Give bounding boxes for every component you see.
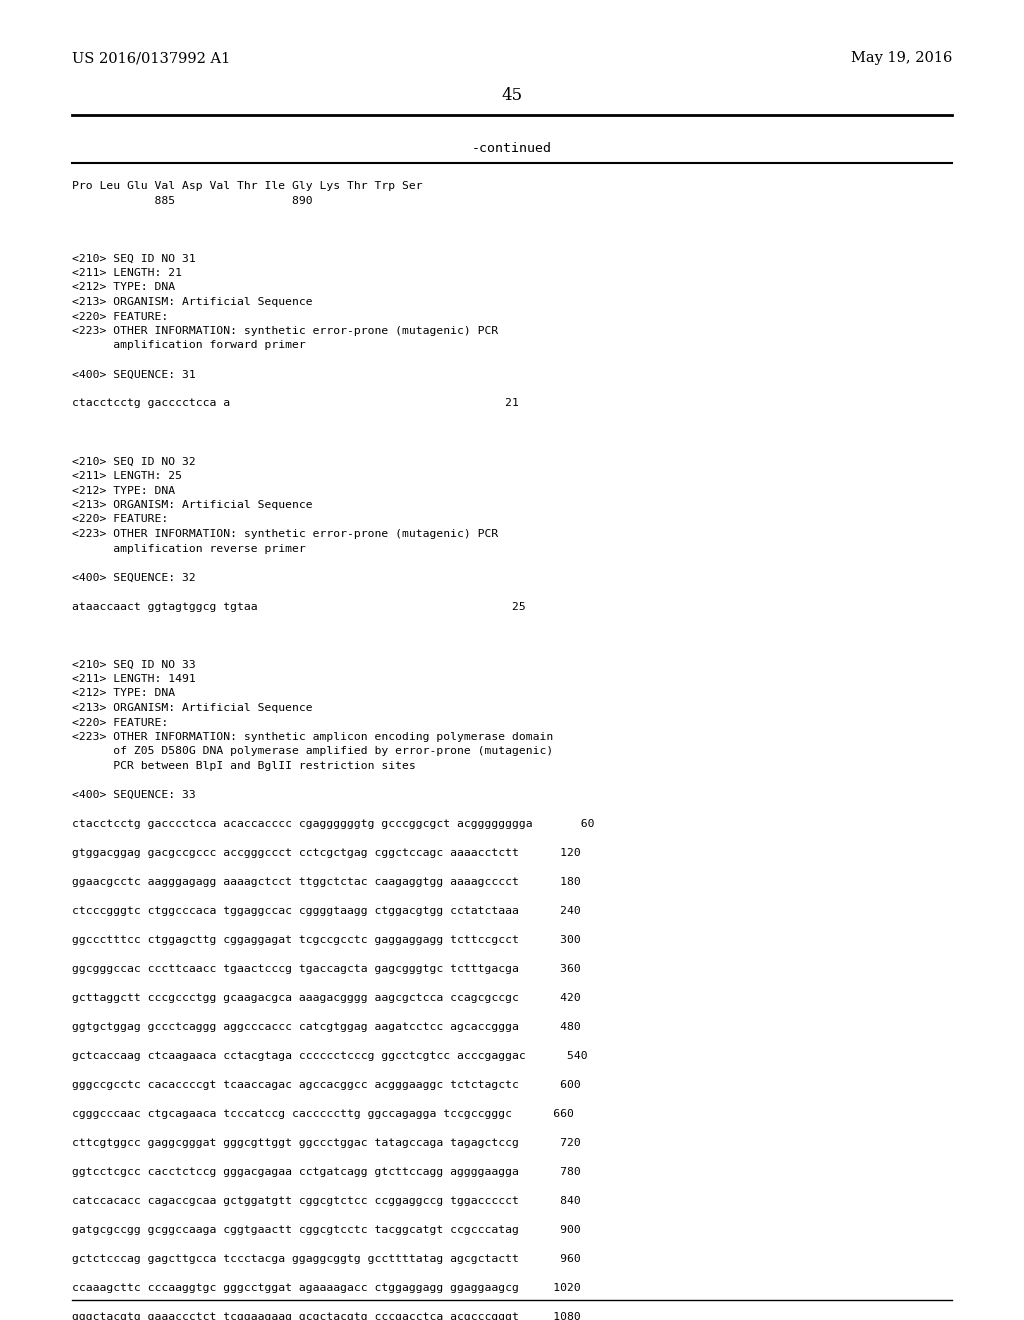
Text: <400> SEQUENCE: 33: <400> SEQUENCE: 33 (72, 789, 196, 800)
Text: <210> SEQ ID NO 32: <210> SEQ ID NO 32 (72, 457, 196, 466)
Text: 885                 890: 885 890 (72, 195, 312, 206)
Text: <213> ORGANISM: Artificial Sequence: <213> ORGANISM: Artificial Sequence (72, 500, 312, 510)
Text: <400> SEQUENCE: 31: <400> SEQUENCE: 31 (72, 370, 196, 380)
Text: <213> ORGANISM: Artificial Sequence: <213> ORGANISM: Artificial Sequence (72, 297, 312, 308)
Text: <220> FEATURE:: <220> FEATURE: (72, 718, 168, 727)
Text: -continued: -continued (472, 141, 552, 154)
Text: cgggcccaac ctgcagaaca tcccatccg cacccccttg ggccagagga tccgccgggc      660: cgggcccaac ctgcagaaca tcccatccg caccccct… (72, 1109, 573, 1119)
Text: cttcgtggcc gaggcgggat gggcgttggt ggccctggac tatagccaga tagagctccg      720: cttcgtggcc gaggcgggat gggcgttggt ggccctg… (72, 1138, 581, 1148)
Text: 45: 45 (502, 87, 522, 103)
Text: gcttaggctt cccgccctgg gcaagacgca aaagacgggg aagcgctcca ccagcgccgc      420: gcttaggctt cccgccctgg gcaagacgca aaagacg… (72, 993, 581, 1003)
Text: <220> FEATURE:: <220> FEATURE: (72, 312, 168, 322)
Text: ccaaagcttc cccaaggtgc gggcctggat agaaaagacc ctggaggagg ggaggaagcg     1020: ccaaagcttc cccaaggtgc gggcctggat agaaaag… (72, 1283, 581, 1294)
Text: <210> SEQ ID NO 31: <210> SEQ ID NO 31 (72, 253, 196, 264)
Text: gctcaccaag ctcaagaaca cctacgtaga cccccctcccg ggcctcgtcc acccgaggac      540: gctcaccaag ctcaagaaca cctacgtaga cccccct… (72, 1051, 588, 1061)
Text: gctctcccag gagcttgcca tccctacga ggaggcggtg gccttttatag agcgctactt      960: gctctcccag gagcttgcca tccctacga ggaggcgg… (72, 1254, 581, 1265)
Text: <223> OTHER INFORMATION: synthetic error-prone (mutagenic) PCR: <223> OTHER INFORMATION: synthetic error… (72, 529, 499, 539)
Text: ggcgggccac cccttcaacc tgaactcccg tgaccagcta gagcgggtgc tctttgacga      360: ggcgggccac cccttcaacc tgaactcccg tgaccag… (72, 964, 581, 974)
Text: US 2016/0137992 A1: US 2016/0137992 A1 (72, 51, 230, 65)
Text: <210> SEQ ID NO 33: <210> SEQ ID NO 33 (72, 660, 196, 669)
Text: ctacctcctg gacccctcca acaccacccc cgaggggggtg gcccggcgct acgggggggga       60: ctacctcctg gacccctcca acaccacccc cgagggg… (72, 818, 595, 829)
Text: ctcccgggtc ctggcccaca tggaggccac cggggtaagg ctggacgtgg cctatctaaa      240: ctcccgggtc ctggcccaca tggaggccac cggggta… (72, 906, 581, 916)
Text: gtggacggag gacgccgccc accgggccct cctcgctgag cggctccagc aaaacctctt      120: gtggacggag gacgccgccc accgggccct cctcgct… (72, 847, 581, 858)
Text: amplification reverse primer: amplification reverse primer (72, 544, 306, 553)
Text: <211> LENGTH: 1491: <211> LENGTH: 1491 (72, 675, 196, 684)
Text: ctacctcctg gacccctcca a                                        21: ctacctcctg gacccctcca a 21 (72, 399, 519, 408)
Text: ggccctttcc ctggagcttg cggaggagat tcgccgcctc gaggaggagg tcttccgcct      300: ggccctttcc ctggagcttg cggaggagat tcgccgc… (72, 935, 581, 945)
Text: of Z05 D580G DNA polymerase amplified by error-prone (mutagenic): of Z05 D580G DNA polymerase amplified by… (72, 747, 553, 756)
Text: amplification forward primer: amplification forward primer (72, 341, 306, 351)
Text: ggtcctcgcc cacctctccg gggacgagaa cctgatcagg gtcttccagg aggggaagga      780: ggtcctcgcc cacctctccg gggacgagaa cctgatc… (72, 1167, 581, 1177)
Text: ggaacgcctc aagggagagg aaaagctcct ttggctctac caagaggtgg aaaagcccct      180: ggaacgcctc aagggagagg aaaagctcct ttggctc… (72, 876, 581, 887)
Text: gggctacgtg gaaaccctct tcggaagaag gcgctacgtg cccgacctca acgcccgggt     1080: gggctacgtg gaaaccctct tcggaagaag gcgctac… (72, 1312, 581, 1320)
Text: gatgcgccgg gcggccaaga cggtgaactt cggcgtcctc tacggcatgt ccgcccatag      900: gatgcgccgg gcggccaaga cggtgaactt cggcgtc… (72, 1225, 581, 1236)
Text: Pro Leu Glu Val Asp Val Thr Ile Gly Lys Thr Trp Ser: Pro Leu Glu Val Asp Val Thr Ile Gly Lys … (72, 181, 423, 191)
Text: <400> SEQUENCE: 32: <400> SEQUENCE: 32 (72, 573, 196, 582)
Text: <223> OTHER INFORMATION: synthetic amplicon encoding polymerase domain: <223> OTHER INFORMATION: synthetic ampli… (72, 733, 553, 742)
Text: <220> FEATURE:: <220> FEATURE: (72, 515, 168, 524)
Text: <223> OTHER INFORMATION: synthetic error-prone (mutagenic) PCR: <223> OTHER INFORMATION: synthetic error… (72, 326, 499, 337)
Text: ataaccaact ggtagtggcg tgtaa                                     25: ataaccaact ggtagtggcg tgtaa 25 (72, 602, 525, 611)
Text: gggccgcctc cacaccccgt tcaaccagac agccacggcc acgggaaggc tctctagctc      600: gggccgcctc cacaccccgt tcaaccagac agccacg… (72, 1080, 581, 1090)
Text: <211> LENGTH: 25: <211> LENGTH: 25 (72, 471, 182, 480)
Text: <212> TYPE: DNA: <212> TYPE: DNA (72, 689, 175, 698)
Text: catccacacc cagaccgcaa gctggatgtt cggcgtctcc ccggaggccg tggaccccct      840: catccacacc cagaccgcaa gctggatgtt cggcgtc… (72, 1196, 581, 1206)
Text: ggtgctggag gccctcaggg aggcccaccc catcgtggag aagatcctcc agcaccggga      480: ggtgctggag gccctcaggg aggcccaccc catcgtg… (72, 1022, 581, 1032)
Text: <212> TYPE: DNA: <212> TYPE: DNA (72, 282, 175, 293)
Text: <212> TYPE: DNA: <212> TYPE: DNA (72, 486, 175, 495)
Text: <213> ORGANISM: Artificial Sequence: <213> ORGANISM: Artificial Sequence (72, 704, 312, 713)
Text: <211> LENGTH: 21: <211> LENGTH: 21 (72, 268, 182, 279)
Text: PCR between BlpI and BglII restriction sites: PCR between BlpI and BglII restriction s… (72, 762, 416, 771)
Text: May 19, 2016: May 19, 2016 (851, 51, 952, 65)
